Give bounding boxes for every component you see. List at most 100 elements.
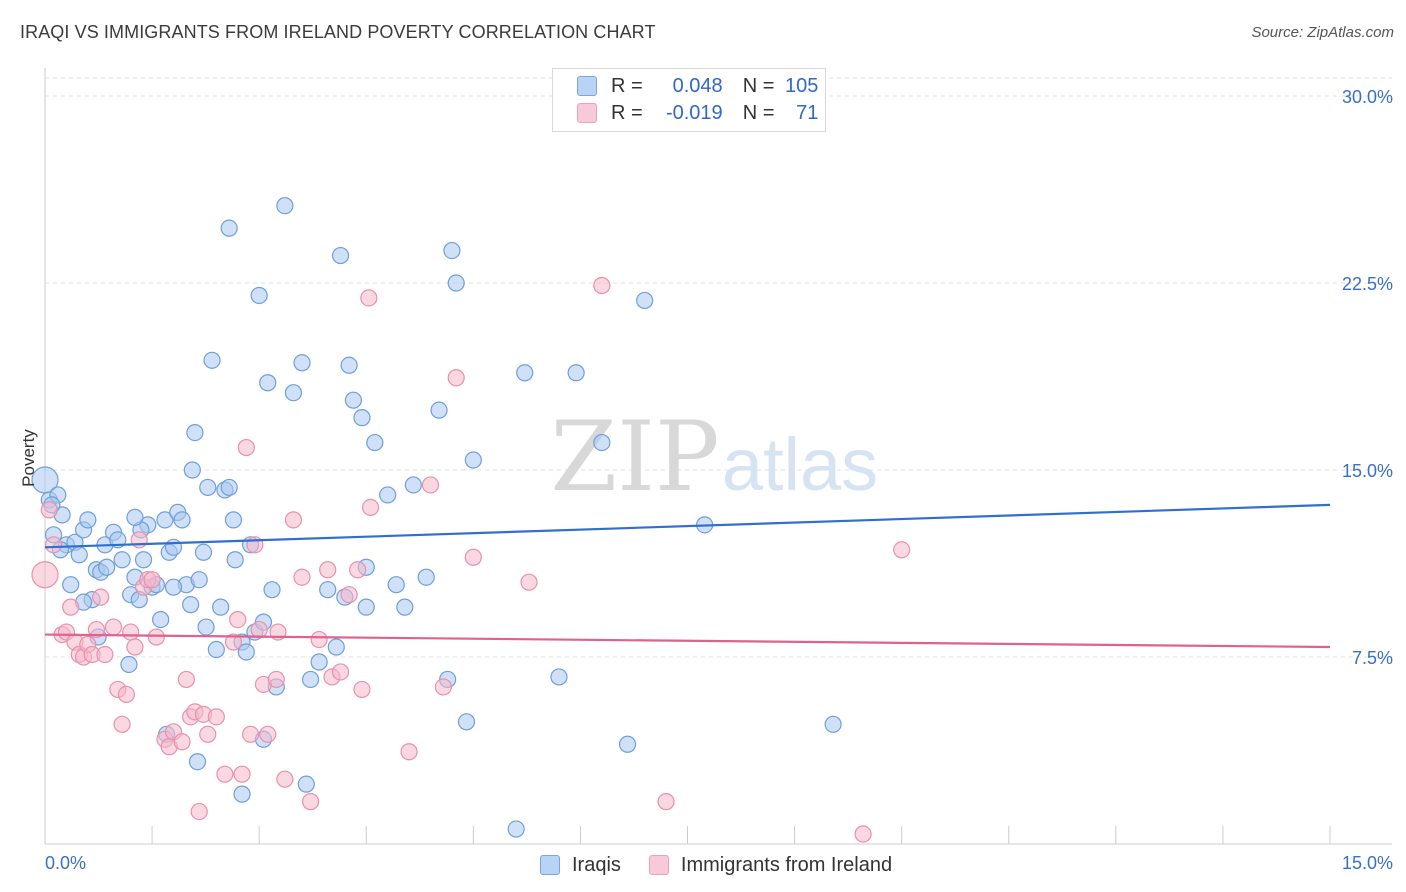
iraqis-point [259,374,277,392]
iraqis-point [340,356,358,374]
legend-n-label: N = [742,101,775,124]
iraqis-point [618,735,637,753]
series-legend-iraqis[interactable]: Iraqis [540,854,621,877]
legend-n-label: N = [742,74,775,97]
label-layer: 7.5% 15.0% 22.5% 30.0% 0.0% 15.0% Poverty [19,87,1393,873]
iraqis-point [250,286,268,305]
iraqis-point [190,571,208,589]
ireland-point [104,618,123,636]
legend-swatch-pink [577,103,597,123]
iraqis-point [120,655,138,674]
iraqis-point [134,551,153,569]
iraqis-point [173,511,191,529]
series-legend-label: Iraqis [572,853,621,876]
iraqis-point [156,511,174,529]
ireland-point [259,725,277,743]
ireland-point [44,536,63,554]
legend-r-label: R = [611,101,643,124]
ireland-point [349,561,367,579]
legend-r-label: R = [611,74,643,97]
iraqis-point [550,668,568,686]
iraqis-point [113,551,131,569]
iraqis-point [516,364,534,382]
ireland-point [353,680,371,699]
grid-layer [45,77,1392,658]
legend-row-iraqis: R = 0.048 N = 105 [577,73,818,99]
series-legend-ireland[interactable]: Immigrants from Ireland [648,853,893,877]
iraqis-point [164,538,183,556]
iraqis-point [263,581,281,599]
ireland-point [122,623,140,641]
ireland-point [229,610,247,629]
ireland-point [207,708,225,726]
ireland-point [447,369,465,387]
iraqis-point [62,576,80,594]
y-tick-label: 15.0% [1342,461,1393,481]
ireland-point [893,541,911,559]
series-legend-label: Immigrants from Ireland [680,853,893,876]
ireland-point [657,793,675,811]
iraqis-point [404,476,422,494]
ireland-point [400,743,418,761]
series-swatch-blue [540,855,560,875]
ireland-point [87,620,106,639]
ireland-point [113,715,131,733]
iraqis-point [447,274,465,292]
iraqis-point [207,640,225,659]
ireland-point [854,825,872,843]
iraqis-point [319,581,337,599]
ireland-point [31,561,59,589]
ireland-point [117,685,135,704]
iraqis-point [212,598,230,616]
ireland-point [340,586,358,604]
ireland-point [199,725,217,743]
chart-title: IRAQI VS IMMIGRANTS FROM IRELAND POVERTY… [20,22,656,42]
ireland-point [96,645,114,664]
iraqis-point [186,424,204,442]
iraqis-point [824,715,842,733]
ireland-point [190,802,208,821]
legend-n-value: 71 [796,101,819,124]
iraqis-point [593,433,611,452]
ireland-point [147,628,165,646]
ireland-point [310,630,328,649]
x-tick-label: 15.0% [1342,853,1393,873]
ireland-point [434,678,452,696]
ireland-point [331,663,350,681]
iraqis-trend-line [44,503,1331,549]
iraqis-point [226,551,244,569]
iraqis-point [224,511,243,529]
correlation-legend: R = 0.048 N = 105 R = -0.019 N = 71 [552,68,826,132]
iraqis-point [457,713,476,731]
ireland-point [464,548,482,566]
y-axis-title: Poverty [19,429,38,487]
ireland-point [62,598,80,616]
iraqis-point [430,401,448,419]
ireland-point [267,670,285,689]
iraqis-point [310,653,328,671]
iraqis-point [164,578,183,596]
iraqis-point [443,241,461,260]
iraqis-point [70,546,88,564]
y-tick-label: 7.5% [1352,648,1393,668]
ireland-point [224,633,243,651]
iraqis-point [220,219,238,237]
iraqis-point [188,753,207,771]
iraqis-point [199,478,217,497]
legend-row-ireland: R = -0.019 N = 71 [577,100,818,126]
ireland-point [216,765,234,783]
iraqis-point [197,618,215,636]
ireland-point [173,733,191,751]
ireland-point [143,571,161,589]
watermark-zip: ZIP [550,401,719,513]
iraqis-point [233,785,251,803]
iraqis-point [220,478,238,497]
ireland-point [250,620,268,639]
iraqis-point [417,568,435,586]
iraqis-point [152,610,170,629]
ireland-point [177,670,195,689]
watermark: ZIP atlas [550,401,878,513]
ireland-point [361,498,380,516]
ireland-point [242,725,260,743]
